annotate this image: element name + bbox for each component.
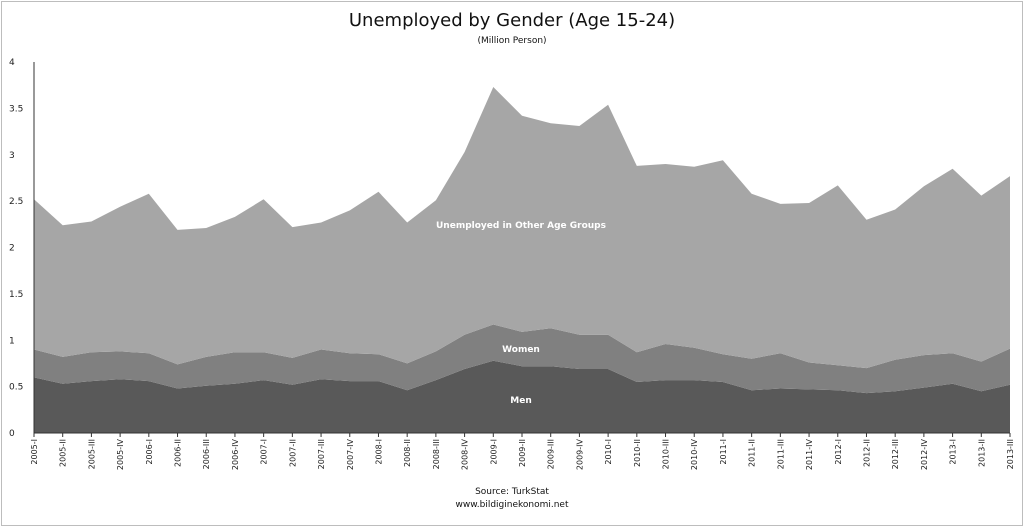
x-tick-label: 2007-III — [317, 439, 326, 469]
y-tick-label: 2.5 — [9, 197, 23, 207]
x-tick-label: 2013-I — [949, 439, 958, 465]
x-tick-label: 2010-III — [662, 439, 671, 469]
x-tick-label: 2008-III — [432, 439, 441, 469]
x-tick-label: 2009-III — [547, 439, 556, 469]
x-tick-label: 2010-I — [604, 439, 613, 465]
chart-source: Source: TurkStat — [475, 487, 549, 497]
x-tick-label: 2011-II — [748, 439, 757, 467]
x-tick-label: 2005-IV — [116, 438, 125, 470]
x-tick-label: 2008-II — [403, 439, 412, 467]
y-axis: 0 0.5 1 1.5 2 2.5 3 3.5 4 — [9, 58, 35, 439]
area-series-1 — [34, 324, 1010, 394]
y-tick-label: 2 — [9, 244, 15, 254]
x-tick-label: 2007-IV — [346, 438, 355, 470]
x-tick-label: 2009-IV — [575, 438, 584, 470]
y-tick-label: 1.5 — [9, 290, 23, 300]
chart-title: Unemployed by Gender (Age 15-24) — [348, 10, 676, 31]
area-series-0 — [34, 360, 1010, 433]
area-series-2 — [34, 87, 1010, 369]
x-tick-label: 2013-III — [1006, 439, 1015, 469]
x-tick-label: 2011-IV — [805, 438, 814, 470]
x-tick-label: 2013-II — [977, 439, 986, 467]
x-tick-label: 2007-II — [288, 439, 297, 467]
y-tick-label: 0.5 — [9, 383, 23, 393]
stacked-areas — [34, 87, 1010, 433]
x-tick-label: 2012-II — [862, 439, 871, 467]
x-tick-label: 2011-I — [719, 439, 728, 465]
x-tick-label: 2006-III — [202, 439, 211, 469]
x-tick-label: 2005-II — [59, 439, 68, 467]
x-tick-label: 2005-III — [87, 439, 96, 469]
y-tick-label: 4 — [9, 58, 15, 68]
series-label-men: Men — [510, 396, 531, 406]
series-label-women: Women — [502, 345, 540, 355]
x-tick-label: 2011-III — [776, 439, 785, 469]
x-tick-label: 2006-I — [145, 439, 154, 465]
y-tick-label: 3 — [9, 151, 15, 161]
series-label-other: Unemployed in Other Age Groups — [436, 221, 606, 231]
y-tick-label: 3.5 — [9, 104, 23, 114]
x-tick-label: 2010-IV — [690, 438, 699, 470]
x-tick-label: 2005-I — [30, 439, 39, 465]
x-tick-label: 2010-II — [633, 439, 642, 467]
x-axis: 2005-I 2005-II 2005-III 2005-IV 2006-I 2006-I… — [30, 432, 1015, 470]
x-tick-label: 2012-III — [891, 439, 900, 469]
x-tick-label: 2012-IV — [920, 438, 929, 470]
chart-website: www.bildiginekonomi.net — [455, 500, 569, 510]
y-tick-label: 0 — [9, 429, 15, 439]
x-tick-label: 2007-I — [260, 439, 269, 465]
x-tick-label: 2012-I — [834, 439, 843, 465]
x-tick-label: 2008-IV — [461, 438, 470, 470]
chart-subtitle: (Million Person) — [477, 36, 547, 46]
x-tick-label: 2008-I — [374, 439, 383, 465]
series-labels: Men Women Unemployed in Other Age Groups — [436, 221, 606, 406]
x-tick-label: 2006-II — [174, 439, 183, 467]
x-tick-label: 2009-II — [518, 439, 527, 467]
x-tick-label: 2006-IV — [231, 438, 240, 470]
x-tick-label: 2009-I — [489, 439, 498, 465]
y-tick-label: 1 — [9, 336, 15, 346]
